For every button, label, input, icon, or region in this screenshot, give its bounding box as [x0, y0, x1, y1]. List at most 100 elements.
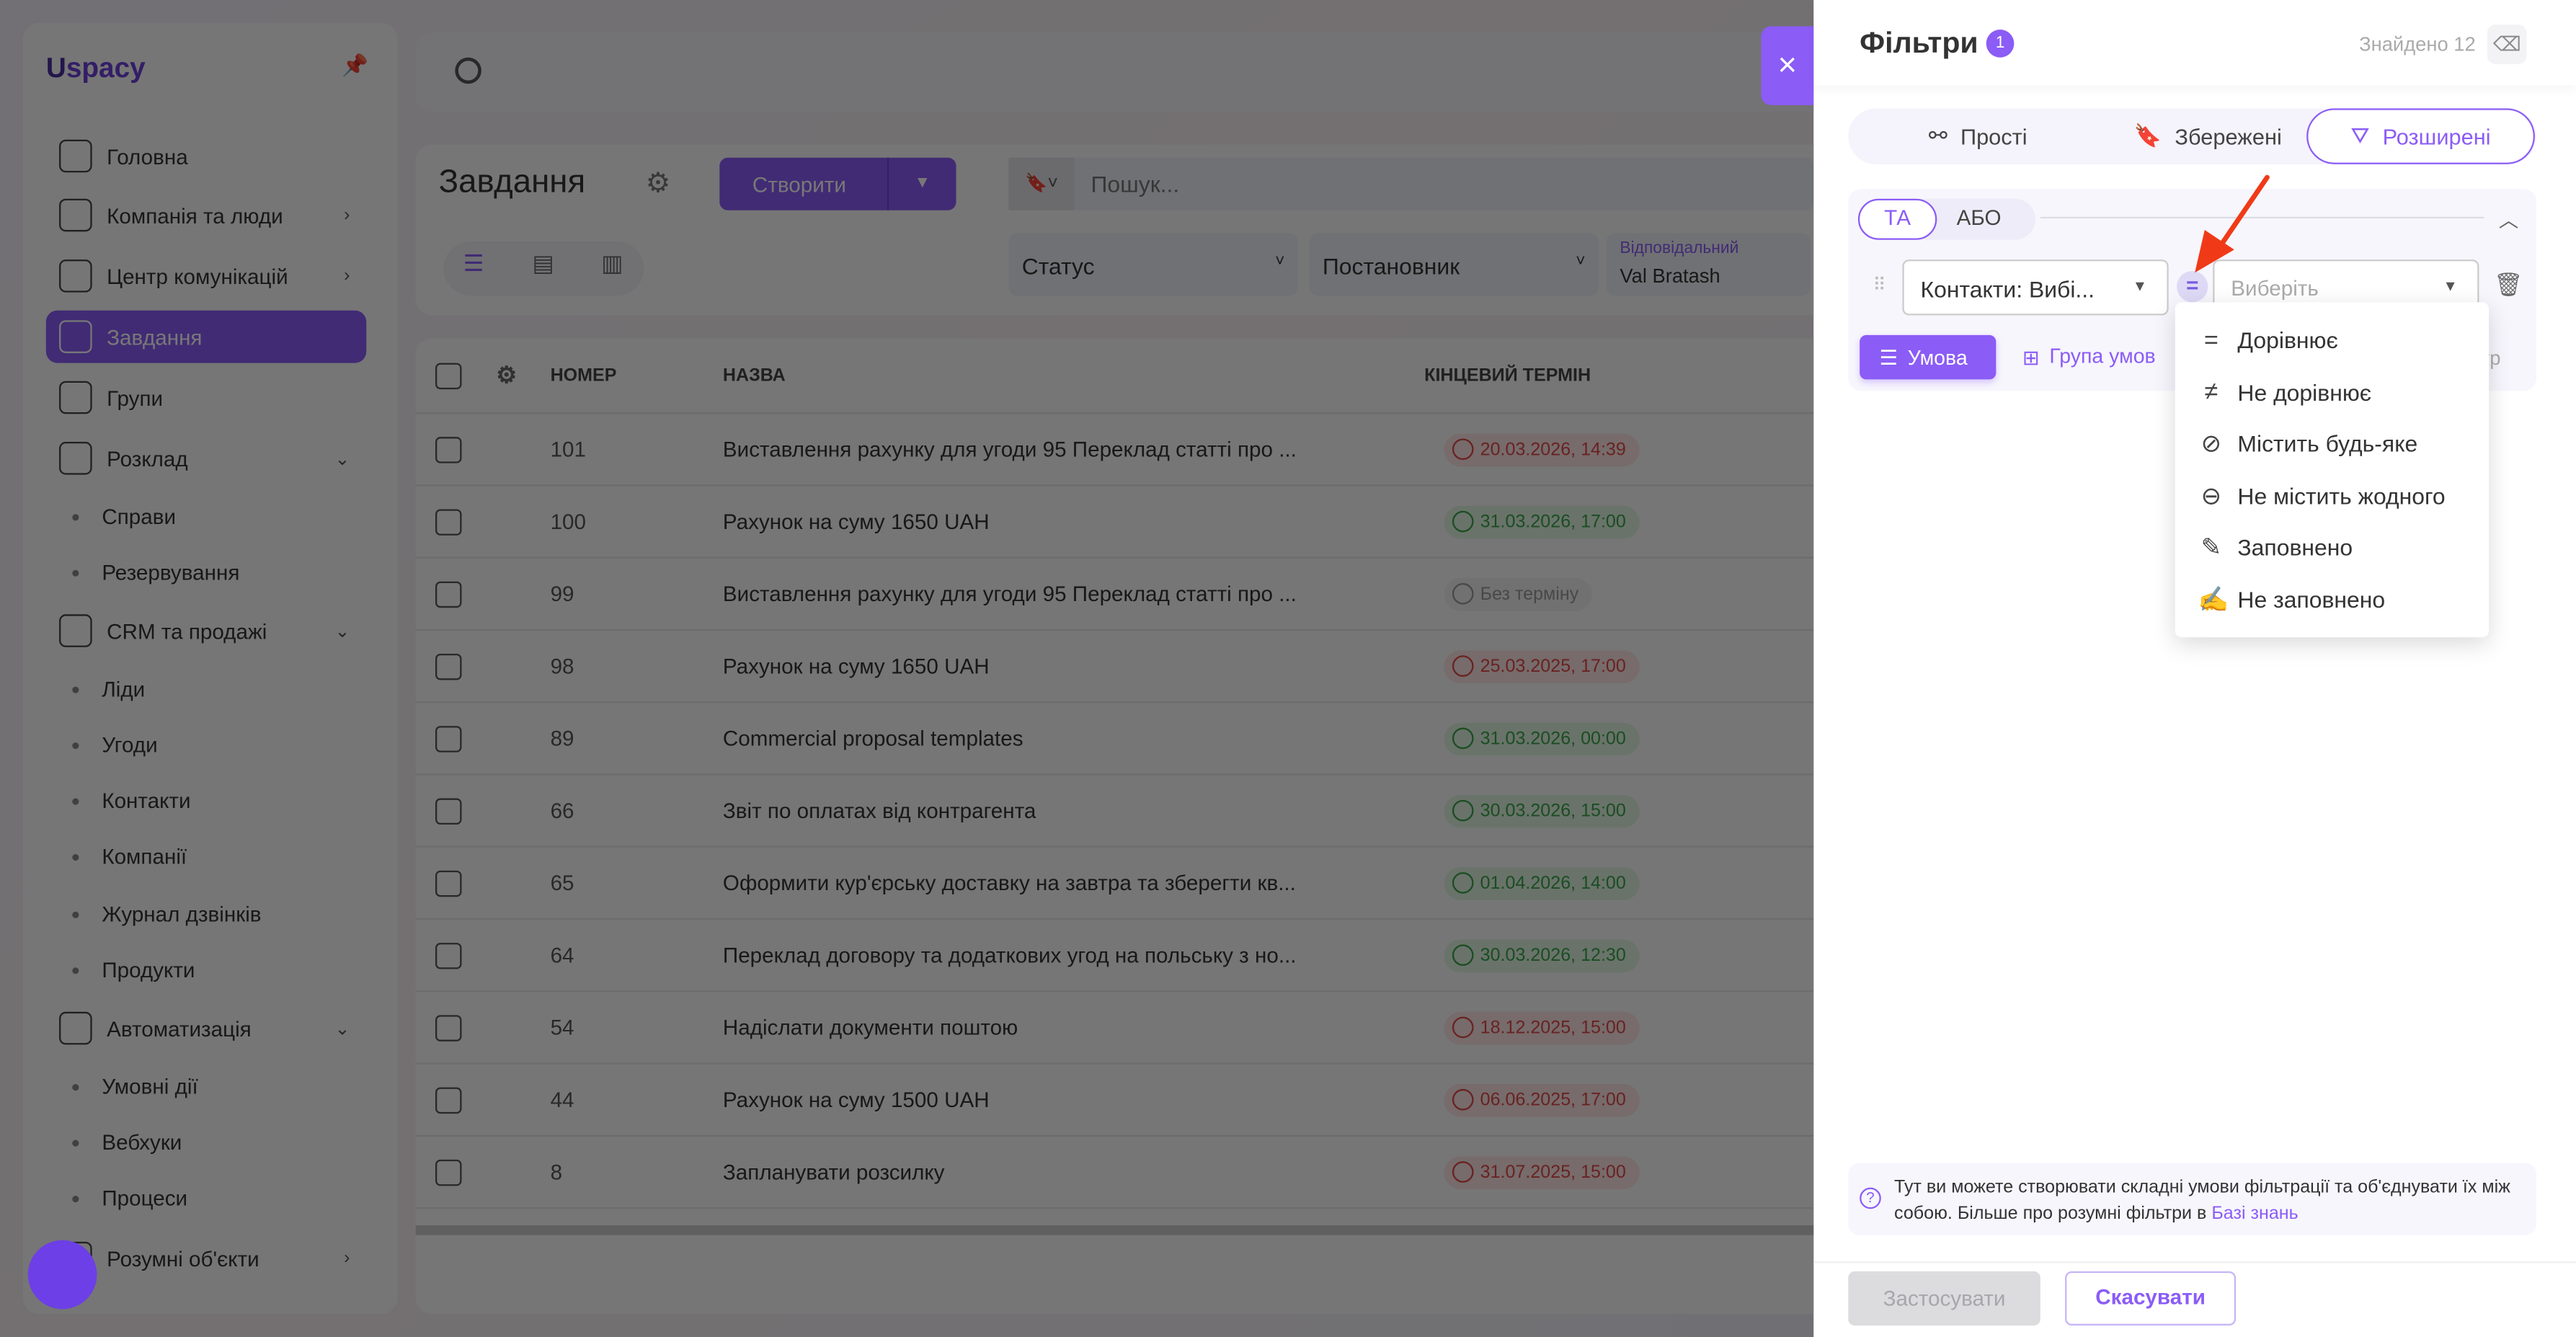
sidebar-item[interactable]: Угоди [72, 732, 157, 757]
sidebar-item[interactable]: CRM та продажі ⌄ [46, 605, 366, 657]
sidebar-item[interactable]: Журнал дзвінків [72, 902, 261, 926]
sidebar-item[interactable]: Процеси [72, 1186, 187, 1210]
table-row[interactable]: 44 Рахунок на суму 1500 UAH 06.06.2025, 17… [415, 1065, 1814, 1137]
column-due-date[interactable]: КІНЦЕВИЙ ТЕРМІН [1424, 366, 1591, 386]
sidebar-item[interactable]: Центр комунікацій › [46, 249, 366, 302]
chevron-down-icon[interactable]: ⌄ [334, 1019, 350, 1039]
sidebar-item[interactable]: Завдання [45, 310, 367, 363]
create-button[interactable]: Створити ▼ [719, 157, 956, 210]
table-row[interactable]: 99 Виставлення рахунку для угоди 95 Перек… [415, 559, 1814, 631]
operator-option[interactable]: ≠ Не дорівнює [2198, 367, 2372, 416]
sidebar-item[interactable]: Ліди [72, 677, 145, 701]
sidebar-item[interactable]: Вебхуки [72, 1130, 182, 1155]
chevron-down-icon[interactable]: ▼ [887, 157, 956, 210]
row-checkbox[interactable] [435, 725, 462, 752]
sidebar-item[interactable]: Компанія та люди › [46, 189, 366, 241]
table-row[interactable]: 54 Надіслати документи поштою 18.12.2025, … [415, 992, 1814, 1065]
chevron-right-icon[interactable]: › [344, 205, 350, 226]
sidebar-item[interactable]: Розклад ⌄ [46, 432, 366, 484]
row-checkbox[interactable] [435, 797, 462, 824]
column-number[interactable]: НОМЕР [550, 366, 617, 386]
table-row[interactable]: 64 Переклад договору та додаткових угод н… [415, 920, 1814, 992]
operator-option[interactable]: ⊖ Не містить жодного [2198, 471, 2446, 520]
task-name[interactable]: Переклад договору та додаткових угод на … [722, 943, 1297, 968]
task-name[interactable]: Виставлення рахунку для угоди 95 Перекла… [722, 437, 1297, 462]
task-name[interactable]: Виставлення рахунку для угоди 95 Перекла… [722, 581, 1297, 606]
search-input[interactable] [1091, 167, 1749, 201]
table-row[interactable]: 101 Виставлення рахунку для угоди 95 Пере… [415, 414, 1814, 487]
sidebar-item[interactable]: Контакти [72, 789, 190, 813]
sidebar-item[interactable]: Головна [46, 130, 366, 182]
logic-or[interactable]: АБО [1956, 205, 2002, 231]
logic-and[interactable]: ТА [1857, 198, 1937, 240]
task-name[interactable]: Рахунок на суму 1650 UAH [722, 509, 990, 534]
sidebar-item[interactable]: Справи [72, 505, 176, 529]
chevron-right-icon[interactable]: › [344, 266, 350, 286]
task-name[interactable]: Звіт по оплатах від контрагента [722, 798, 1036, 823]
pin-icon[interactable]: 📌 [342, 52, 368, 78]
add-group-button[interactable]: ⊞ Група умов [2022, 345, 2156, 370]
status-filter[interactable]: Статус ˅ [1008, 233, 1298, 296]
apply-button[interactable]: Застосувати [1848, 1271, 2040, 1326]
task-name[interactable]: Оформити кур'єрську доставку на завтра т… [722, 870, 1296, 896]
responsible-filter[interactable]: Відповідальний Val Bratash [1607, 233, 1811, 296]
operator-button[interactable]: = [2177, 271, 2208, 303]
row-checkbox[interactable] [435, 580, 462, 608]
collapse-chevron-icon[interactable]: ︿ [2498, 208, 2519, 232]
column-name[interactable]: НАЗВА [722, 366, 786, 386]
row-checkbox[interactable] [435, 1158, 462, 1186]
table-row[interactable]: 65 Оформити кур'єрську доставку на завтра… [415, 848, 1814, 920]
chevron-down-icon[interactable]: ⌄ [334, 449, 350, 469]
row-checkbox[interactable] [435, 869, 462, 897]
row-checkbox[interactable] [435, 436, 462, 463]
column-settings-icon[interactable]: ⚙ [496, 361, 517, 388]
card-view-icon[interactable]: ▤ [532, 249, 554, 276]
author-filter[interactable]: Постановник ˅ [1309, 233, 1599, 296]
sidebar-item[interactable]: Автоматизація ⌄ [46, 1002, 366, 1054]
sidebar-item[interactable]: Компанії [72, 844, 187, 869]
task-name[interactable]: Надіслати документи поштою [722, 1015, 1018, 1040]
trash-icon[interactable]: 🗑 [2493, 271, 2523, 298]
row-checkbox[interactable] [435, 1014, 462, 1041]
operator-option[interactable]: ✎ Заповнено [2198, 523, 2353, 572]
kanban-view-icon[interactable]: ▥ [601, 249, 623, 276]
table-row[interactable]: 66 Звіт по оплатах від контрагента 30.03.2… [415, 776, 1814, 848]
row-checkbox[interactable] [435, 1086, 462, 1113]
field-select[interactable]: Контакти: Вибі... ▼ [1902, 259, 2169, 316]
sidebar-item[interactable]: Умовні дії [72, 1074, 197, 1098]
select-all-checkbox[interactable] [435, 363, 462, 390]
table-row[interactable]: 8 Запланувати розсилку 31.07.2025, 15:00 [415, 1137, 1814, 1209]
knowledge-base-link[interactable]: Базі знань [2211, 1204, 2299, 1224]
sidebar-item[interactable]: Продукти [72, 958, 195, 982]
task-name[interactable]: Рахунок на суму 1650 UAH [722, 654, 990, 679]
drag-handle-icon[interactable]: ⠿ [1873, 275, 1886, 296]
search-icon[interactable] [455, 57, 481, 84]
row-checkbox[interactable] [435, 508, 462, 535]
eraser-icon[interactable]: ⌫ [2487, 25, 2527, 64]
row-checkbox[interactable] [435, 941, 462, 969]
chevron-down-icon[interactable]: ⌄ [334, 621, 350, 641]
chat-widget-button[interactable] [27, 1240, 97, 1310]
table-row[interactable]: 98 Рахунок на суму 1650 UAH 25.03.2025, 17… [415, 631, 1814, 703]
task-name[interactable]: Запланувати розсилку [722, 1159, 945, 1185]
row-checkbox[interactable] [435, 652, 462, 680]
chevron-right-icon[interactable]: › [344, 1248, 350, 1269]
cancel-button[interactable]: Скасувати [2065, 1271, 2237, 1326]
operator-option[interactable]: ⊘ Містить будь-яке [2198, 419, 2418, 468]
search-field[interactable]: 🔖˅ [1008, 157, 1814, 210]
table-row[interactable]: 89 Commercial proposal templates 31.03.202… [415, 703, 1814, 776]
horizontal-scrollbar[interactable] [415, 1225, 1814, 1235]
close-panel-button[interactable]: × [1761, 26, 1814, 105]
tab-simple[interactable]: ⚯ Прості [1928, 123, 2028, 149]
task-name[interactable]: Commercial proposal templates [722, 726, 1023, 751]
bookmark-icon[interactable]: 🔖˅ [1008, 157, 1075, 210]
gear-icon[interactable]: ⚙ [645, 167, 671, 199]
modal-backdrop[interactable]: Uspacy 📌 Головна Компанія та люди › Центр к… [0, 0, 1814, 1337]
logo[interactable]: Uspacy [45, 52, 146, 84]
operator-option[interactable]: = Дорівнює [2198, 316, 2338, 365]
tab-advanced[interactable]: ⛛ Розширені [2306, 108, 2535, 164]
add-condition-button[interactable]: ☰ Умова [1860, 334, 1997, 380]
view-toggle[interactable]: ☰ ▤ ▥ [443, 241, 644, 296]
task-name[interactable]: Рахунок на суму 1500 UAH [722, 1087, 990, 1112]
table-row[interactable]: 100 Рахунок на суму 1650 UAH 31.03.2026, 1… [415, 487, 1814, 559]
